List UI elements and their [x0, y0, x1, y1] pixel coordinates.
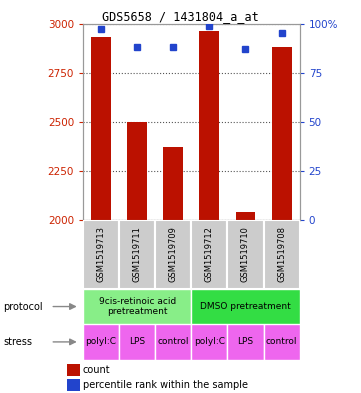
Bar: [68, 380, 80, 391]
Text: 9cis-retinoic acid
pretreatment: 9cis-retinoic acid pretreatment: [99, 297, 176, 316]
Bar: [119, 324, 155, 360]
Bar: [155, 220, 191, 289]
Text: GSM1519712: GSM1519712: [205, 226, 214, 283]
Text: LPS: LPS: [238, 338, 253, 346]
Text: GSM1519710: GSM1519710: [241, 226, 250, 283]
Bar: [191, 220, 227, 289]
Text: GDS5658 / 1431804_a_at: GDS5658 / 1431804_a_at: [102, 10, 259, 23]
Text: control: control: [157, 338, 189, 346]
Bar: [127, 122, 147, 220]
Bar: [227, 220, 264, 289]
Text: polyI:C: polyI:C: [86, 338, 117, 346]
Text: percentile rank within the sample: percentile rank within the sample: [83, 380, 248, 391]
Text: GSM1519711: GSM1519711: [133, 226, 142, 283]
Bar: [155, 324, 191, 360]
Bar: [264, 220, 300, 289]
Bar: [191, 289, 300, 324]
Bar: [68, 364, 80, 376]
Text: control: control: [266, 338, 297, 346]
Bar: [83, 289, 191, 324]
Text: GSM1519708: GSM1519708: [277, 226, 286, 283]
Text: count: count: [83, 365, 110, 375]
Bar: [83, 324, 119, 360]
Bar: [119, 220, 155, 289]
Text: LPS: LPS: [129, 338, 145, 346]
Bar: [163, 147, 183, 220]
Bar: [91, 37, 111, 220]
Text: GSM1519709: GSM1519709: [169, 226, 178, 283]
Bar: [199, 31, 219, 220]
Bar: [235, 212, 255, 220]
Bar: [264, 324, 300, 360]
Text: GSM1519713: GSM1519713: [97, 226, 105, 283]
Text: DMSO pretreatment: DMSO pretreatment: [200, 302, 291, 311]
Text: protocol: protocol: [4, 301, 43, 312]
Bar: [271, 47, 291, 220]
Bar: [83, 220, 119, 289]
Bar: [191, 324, 227, 360]
Text: polyI:C: polyI:C: [194, 338, 225, 346]
Bar: [227, 324, 264, 360]
Text: stress: stress: [4, 337, 32, 347]
